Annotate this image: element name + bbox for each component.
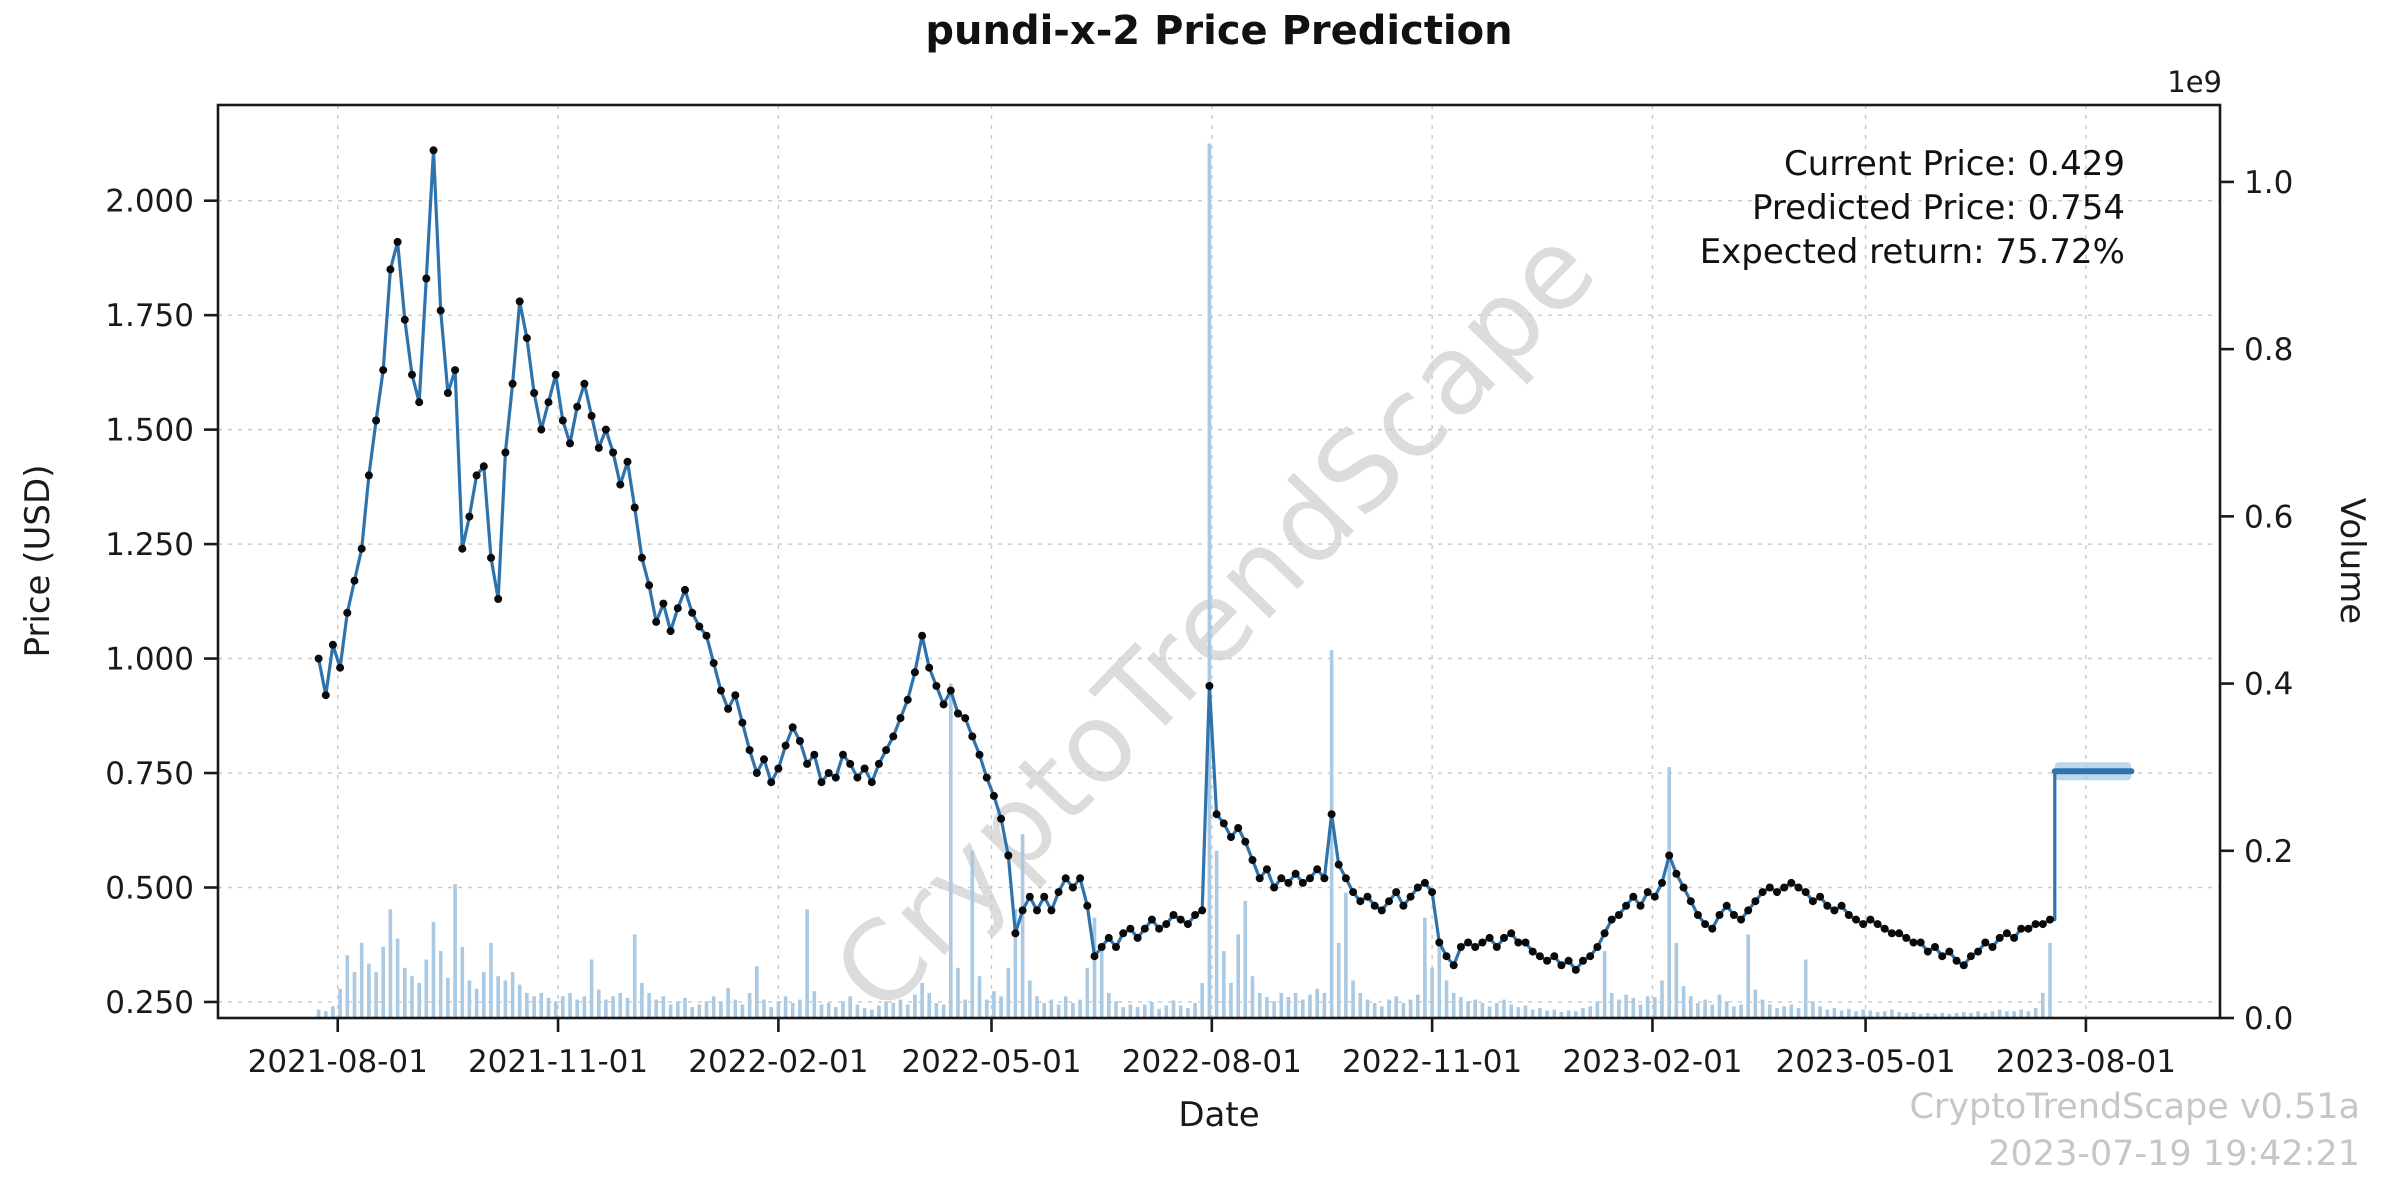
svg-text:2022-11-01: 2022-11-01 bbox=[1342, 1044, 1522, 1080]
svg-text:0.2: 0.2 bbox=[2244, 834, 2293, 870]
svg-text:1.250: 1.250 bbox=[105, 527, 194, 563]
svg-text:0.750: 0.750 bbox=[105, 756, 194, 792]
svg-text:2023-02-01: 2023-02-01 bbox=[1562, 1044, 1742, 1080]
svg-text:0.0: 0.0 bbox=[2244, 1001, 2293, 1037]
price-axis-label: Price (USD) bbox=[18, 464, 58, 658]
svg-text:2023-08-01: 2023-08-01 bbox=[1996, 1044, 2176, 1080]
prediction-annotation: Current Price: 0.429 Predicted Price: 0.… bbox=[1700, 142, 2125, 274]
svg-text:2022-05-01: 2022-05-01 bbox=[901, 1044, 1081, 1080]
svg-text:1.500: 1.500 bbox=[105, 413, 194, 449]
timestamp-text: 2023-07-19 19:42:21 bbox=[1988, 1134, 2360, 1174]
app-version-text: CryptoTrendScape v0.51a bbox=[1909, 1087, 2360, 1127]
svg-text:0.6: 0.6 bbox=[2244, 499, 2293, 535]
svg-text:1.0: 1.0 bbox=[2244, 165, 2293, 201]
svg-text:2021-11-01: 2021-11-01 bbox=[468, 1044, 648, 1080]
svg-text:0.250: 0.250 bbox=[105, 985, 194, 1021]
predicted-price-text: Predicted Price: 0.754 bbox=[1752, 188, 2125, 228]
svg-text:2022-02-01: 2022-02-01 bbox=[688, 1044, 868, 1080]
svg-text:0.8: 0.8 bbox=[2244, 332, 2293, 368]
svg-text:2.000: 2.000 bbox=[105, 184, 194, 220]
svg-text:1.000: 1.000 bbox=[105, 642, 194, 678]
date-axis-label: Date bbox=[1178, 1095, 1260, 1135]
svg-text:2021-08-01: 2021-08-01 bbox=[248, 1044, 428, 1080]
expected-return-text: Expected return: 75.72% bbox=[1699, 232, 2125, 272]
chart-title: pundi-x-2 Price Prediction bbox=[925, 8, 1513, 54]
svg-text:0.500: 0.500 bbox=[105, 871, 194, 907]
volume-axis-label: Volume bbox=[2332, 497, 2372, 625]
svg-text:2022-08-01: 2022-08-01 bbox=[1122, 1044, 1302, 1080]
app-footer: CryptoTrendScape v0.51a 2023-07-19 19:42… bbox=[1909, 1084, 2360, 1178]
svg-text:0.4: 0.4 bbox=[2244, 667, 2293, 703]
svg-text:1e9: 1e9 bbox=[2167, 65, 2222, 99]
svg-text:2023-05-01: 2023-05-01 bbox=[1775, 1044, 1955, 1080]
current-price-text: Current Price: 0.429 bbox=[1783, 144, 2125, 184]
svg-text:1.750: 1.750 bbox=[105, 298, 194, 334]
